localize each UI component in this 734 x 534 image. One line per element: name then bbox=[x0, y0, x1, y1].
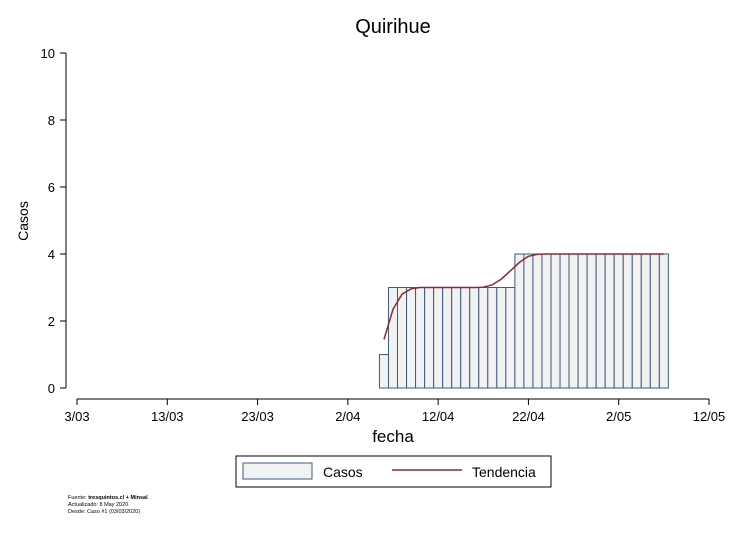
y-tick-label: 4 bbox=[48, 247, 55, 262]
bar bbox=[550, 253, 561, 389]
y-tick-label: 0 bbox=[48, 381, 55, 396]
legend: Casos Tendencia bbox=[235, 455, 552, 488]
bar bbox=[424, 287, 435, 389]
bar bbox=[415, 287, 426, 389]
trend-line bbox=[383, 253, 664, 340]
bar bbox=[622, 253, 633, 389]
footer-since: Desde: Caso #1 (03/03/2020) bbox=[68, 509, 141, 515]
bar bbox=[505, 287, 516, 389]
trend-line-group bbox=[383, 253, 664, 340]
bar bbox=[514, 253, 525, 389]
bar bbox=[541, 253, 552, 389]
bar bbox=[586, 253, 597, 389]
y-tick-label: 2 bbox=[48, 314, 55, 329]
bar bbox=[532, 253, 543, 389]
bar bbox=[559, 253, 570, 389]
bar bbox=[649, 253, 660, 389]
bar bbox=[523, 253, 534, 389]
legend-tendencia-label: Tendencia bbox=[472, 464, 536, 480]
legend-casos-label: Casos bbox=[323, 464, 363, 480]
bar bbox=[496, 287, 507, 389]
x-axis: 3/03 13/03 23/03 2/04 12/04 22/04 2/05 12/05 bbox=[64, 398, 726, 424]
bar bbox=[397, 287, 408, 389]
y-axis-label: Casos bbox=[15, 201, 31, 241]
legend-casos-swatch bbox=[242, 462, 313, 480]
bar bbox=[406, 287, 417, 389]
y-tick-label: 10 bbox=[41, 46, 55, 61]
bar bbox=[433, 287, 444, 389]
bar bbox=[640, 253, 651, 389]
bar bbox=[451, 287, 462, 389]
bars-group bbox=[378, 253, 669, 389]
y-axis: 0 2 4 6 8 10 bbox=[41, 46, 67, 396]
bar bbox=[595, 253, 606, 389]
bar bbox=[613, 253, 624, 389]
bar bbox=[568, 253, 579, 389]
bar bbox=[604, 253, 615, 389]
x-tick-label: 2/05 bbox=[606, 409, 631, 424]
y-tick-label: 8 bbox=[48, 113, 55, 128]
x-axis-label: fecha bbox=[372, 427, 414, 446]
y-tick-label: 6 bbox=[48, 180, 55, 195]
bar bbox=[442, 287, 453, 389]
x-tick-label: 3/03 bbox=[64, 409, 89, 424]
bar bbox=[577, 253, 588, 389]
bar bbox=[469, 287, 480, 389]
bar bbox=[487, 287, 498, 389]
x-tick-label: 12/04 bbox=[422, 409, 455, 424]
footer-source: Fuente: tresquintos.cl + Minsal bbox=[68, 495, 148, 501]
bar bbox=[460, 287, 471, 389]
bar bbox=[631, 253, 642, 389]
chart-title: Quirihue bbox=[355, 16, 431, 38]
footer-source-value: tresquintos.cl + Minsal bbox=[88, 495, 148, 501]
x-tick-label: 13/03 bbox=[151, 409, 184, 424]
bar bbox=[478, 287, 489, 389]
x-tick-label: 22/04 bbox=[512, 409, 545, 424]
x-tick-label: 2/04 bbox=[335, 409, 360, 424]
footer-updated: Actualizado: 8 May 2020 bbox=[68, 502, 129, 508]
legend-box bbox=[235, 455, 552, 488]
x-tick-label: 12/05 bbox=[693, 409, 726, 424]
bar bbox=[658, 253, 669, 389]
footer-notes: Fuente: tresquintos.cl + Minsal Actualiz… bbox=[68, 495, 148, 516]
x-tick-label: 23/03 bbox=[241, 409, 274, 424]
bar bbox=[378, 354, 389, 389]
